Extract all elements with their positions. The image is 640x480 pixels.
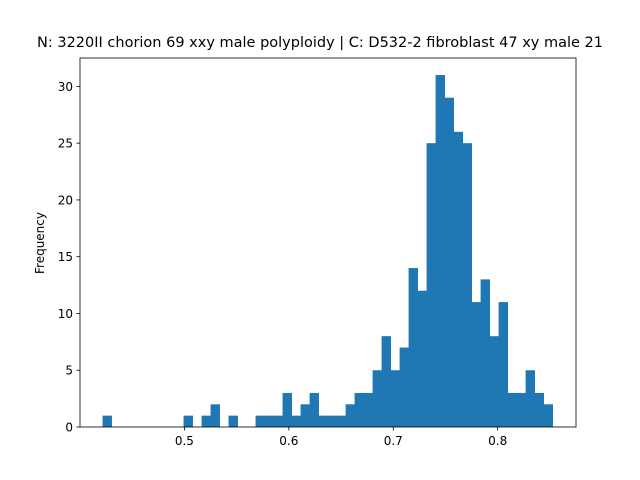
histogram-bar — [489, 336, 500, 427]
y-tick-label: 0 — [65, 421, 73, 435]
x-tick-label: 0.6 — [279, 434, 298, 448]
histogram-bar — [471, 302, 482, 427]
chart-title: N: 3220II chorion 69 xxy male polyploidy… — [37, 35, 603, 51]
y-tick-label: 20 — [58, 193, 73, 207]
y-tick-label: 15 — [58, 250, 73, 264]
histogram-bar — [201, 415, 211, 427]
histogram-bar — [444, 97, 454, 427]
histogram-bar — [183, 415, 193, 427]
histogram-bar — [399, 347, 409, 427]
histogram-bar — [534, 392, 545, 427]
histogram-bar — [336, 415, 346, 427]
histogram-bar — [381, 336, 391, 427]
histogram-bar — [318, 415, 328, 427]
y-tick-label: 10 — [58, 307, 73, 321]
histogram-bar — [543, 404, 554, 427]
y-tick-label: 30 — [58, 80, 73, 94]
y-tick-label: 25 — [58, 137, 73, 151]
histogram-bar — [264, 415, 274, 427]
histogram-bar — [390, 370, 400, 427]
histogram-bar — [480, 279, 491, 427]
histogram-bar — [273, 415, 283, 427]
histogram-bar — [498, 302, 509, 427]
x-tick-label: 0.8 — [488, 434, 507, 448]
histogram-bar — [291, 415, 301, 427]
histogram-bar — [525, 370, 536, 427]
x-axis-ticks: 0.5 0.6 0.7 0.8 — [175, 427, 507, 448]
histogram-bar — [210, 404, 220, 427]
histogram-bar — [408, 268, 418, 427]
histogram-bar — [372, 370, 382, 427]
histogram-bar — [309, 392, 319, 427]
histogram-bar — [435, 75, 445, 428]
histogram-bar — [507, 392, 518, 427]
histogram-bar — [516, 392, 527, 427]
bars-group — [102, 75, 554, 428]
histogram-bar — [327, 415, 337, 427]
histogram-bar — [426, 143, 436, 427]
histogram-bar — [417, 290, 427, 427]
x-tick-label: 0.7 — [384, 434, 403, 448]
x-tick-label: 0.5 — [175, 434, 194, 448]
y-tick-label: 5 — [65, 364, 73, 378]
histogram-bar — [102, 415, 112, 427]
plot-frame — [79, 57, 577, 428]
histogram-bar — [453, 131, 463, 428]
histogram-bar — [354, 392, 364, 427]
histogram-bar — [345, 404, 355, 427]
histogram-bar — [363, 392, 373, 427]
histogram-bar — [300, 404, 310, 427]
histogram-bar — [282, 392, 292, 427]
histogram-bar — [228, 415, 238, 427]
histogram-bar — [462, 143, 472, 427]
y-axis-ticks: 0 5 10 15 20 25 30 — [58, 80, 80, 435]
histogram-bar — [255, 415, 265, 427]
